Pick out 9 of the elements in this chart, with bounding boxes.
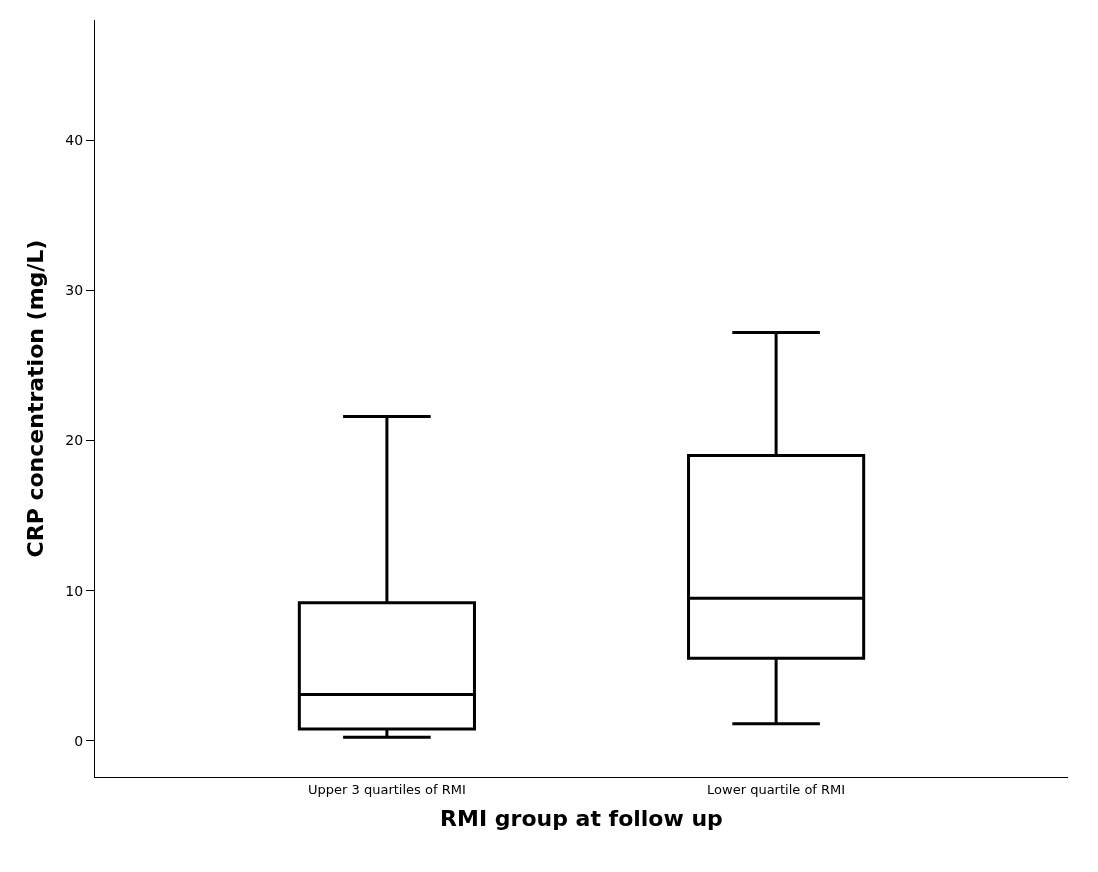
x-tick-label: Lower quartile of RMI [707, 781, 846, 797]
y-tick-label: 0 [74, 732, 84, 749]
x-axis-title: RMI group at follow up [440, 806, 723, 832]
x-tick-label: Upper 3 quartiles of RMI [308, 781, 466, 797]
y-tick-label: 40 [65, 132, 84, 149]
y-axis-title: CRP concentration (mg/L) [23, 239, 49, 558]
y-tick-label: 20 [65, 432, 84, 449]
y-tick-label: 10 [65, 582, 84, 599]
y-tick-label: 30 [65, 282, 84, 299]
